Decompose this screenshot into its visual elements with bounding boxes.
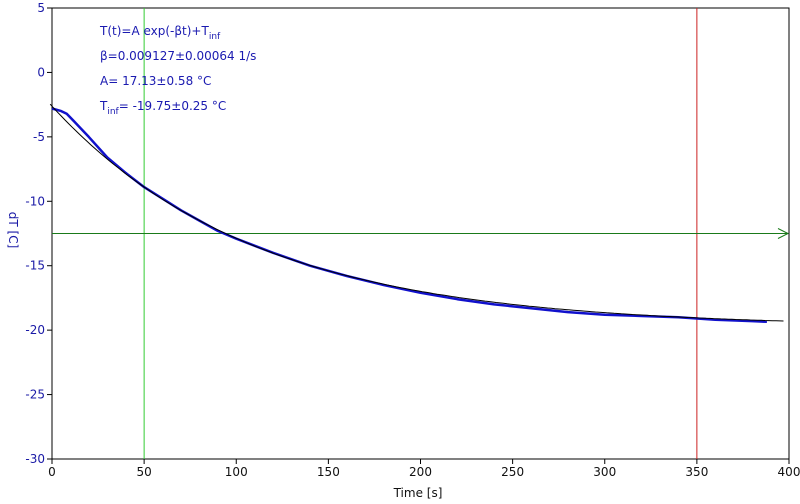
annotation-line: T(t)=A exp(-βt)+Tinf xyxy=(99,24,221,42)
x-axis-ticks: 0 50 100 150 200 250 300 350 400 xyxy=(48,459,800,479)
y-tick-label: 0 xyxy=(37,65,45,79)
x-tick-label: 300 xyxy=(593,465,616,479)
x-tick-label: 150 xyxy=(317,465,340,479)
y-tick-label: -20 xyxy=(25,323,45,337)
x-tick-label: 400 xyxy=(778,465,800,479)
y-axis-ticks: 5 0 -5 -10 -15 -20 -25 -30 xyxy=(25,1,52,466)
x-tick-label: 50 xyxy=(136,465,151,479)
annotation-line: Tinf= -19.75±0.25 °C xyxy=(99,99,226,117)
y-tick-label: -25 xyxy=(25,388,45,402)
cursor-arrow-icon[interactable] xyxy=(777,228,790,239)
fit-curve xyxy=(49,103,784,322)
x-tick-label: 100 xyxy=(225,465,248,479)
y-tick-label: -10 xyxy=(25,194,45,208)
y-axis-title: dT [C] xyxy=(6,212,20,249)
y-tick-label: -30 xyxy=(25,452,45,466)
y-tick-label: 5 xyxy=(37,1,45,15)
cursor-lines xyxy=(52,8,790,459)
x-tick-label: 250 xyxy=(501,465,524,479)
y-tick-label: -5 xyxy=(33,130,45,144)
fit-annotations: T(t)=A exp(-βt)+Tinf β=0.009127±0.00064 1… xyxy=(99,24,256,117)
annotation-line: A= 17.13±0.58 °C xyxy=(100,74,211,88)
series-layer xyxy=(49,103,784,324)
y-tick-label: -15 xyxy=(25,259,45,273)
x-tick-label: 0 xyxy=(48,465,56,479)
x-tick-label: 350 xyxy=(685,465,708,479)
x-axis-title: Time [s] xyxy=(393,486,443,500)
annotation-line: β=0.009127±0.00064 1/s xyxy=(100,49,256,63)
x-tick-label: 200 xyxy=(409,465,432,479)
